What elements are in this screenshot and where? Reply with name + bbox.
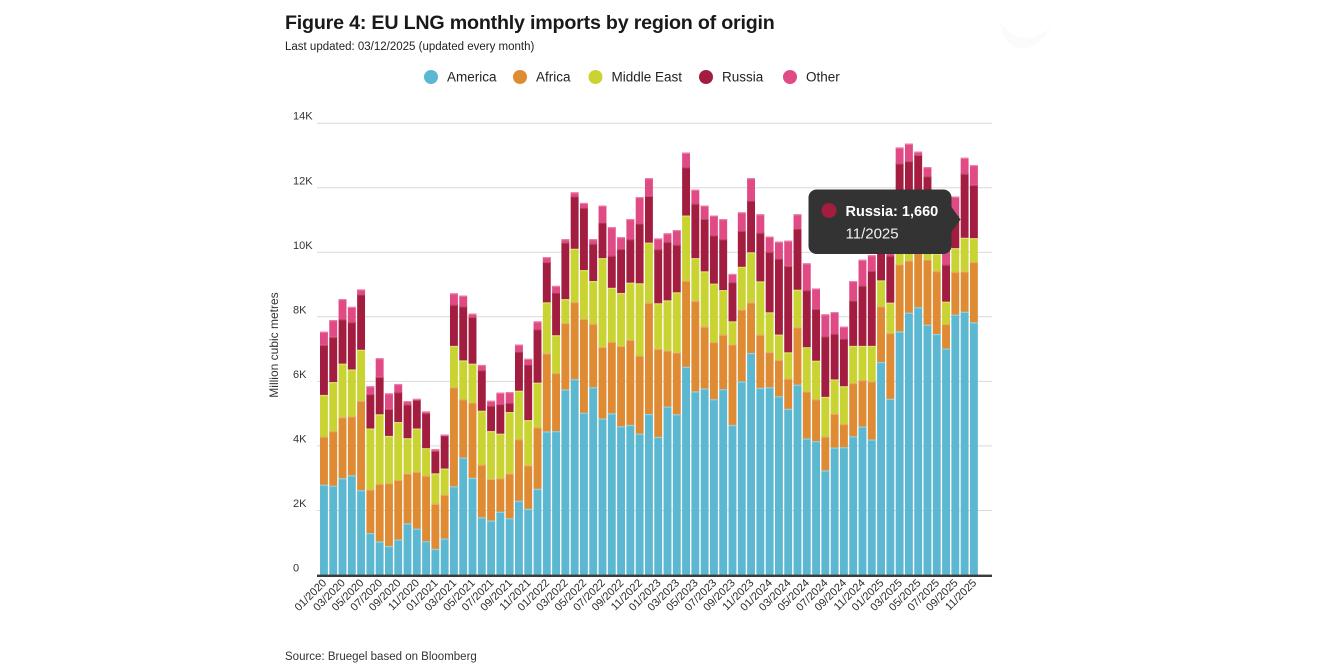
svg-text:14K: 14K (293, 111, 313, 123)
svg-text:Africa: Africa (536, 70, 571, 85)
svg-text:6K: 6K (293, 369, 307, 381)
svg-text:Middle East: Middle East (612, 70, 683, 85)
svg-text:Million cubic metres: Million cubic metres (267, 292, 281, 397)
svg-text:Russia: Russia (722, 70, 764, 85)
svg-text:Other: Other (806, 70, 840, 85)
svg-text:2K: 2K (293, 498, 307, 510)
svg-text:America: America (447, 70, 497, 85)
svg-text:11/2025: 11/2025 (846, 226, 899, 243)
svg-text:8K: 8K (293, 304, 307, 316)
svg-text:12K: 12K (293, 175, 313, 187)
svg-text:0: 0 (293, 563, 299, 575)
svg-text:4K: 4K (293, 433, 307, 445)
svg-text:Russia: 1,660: Russia: 1,660 (846, 204, 939, 220)
svg-text:10K: 10K (293, 240, 313, 252)
